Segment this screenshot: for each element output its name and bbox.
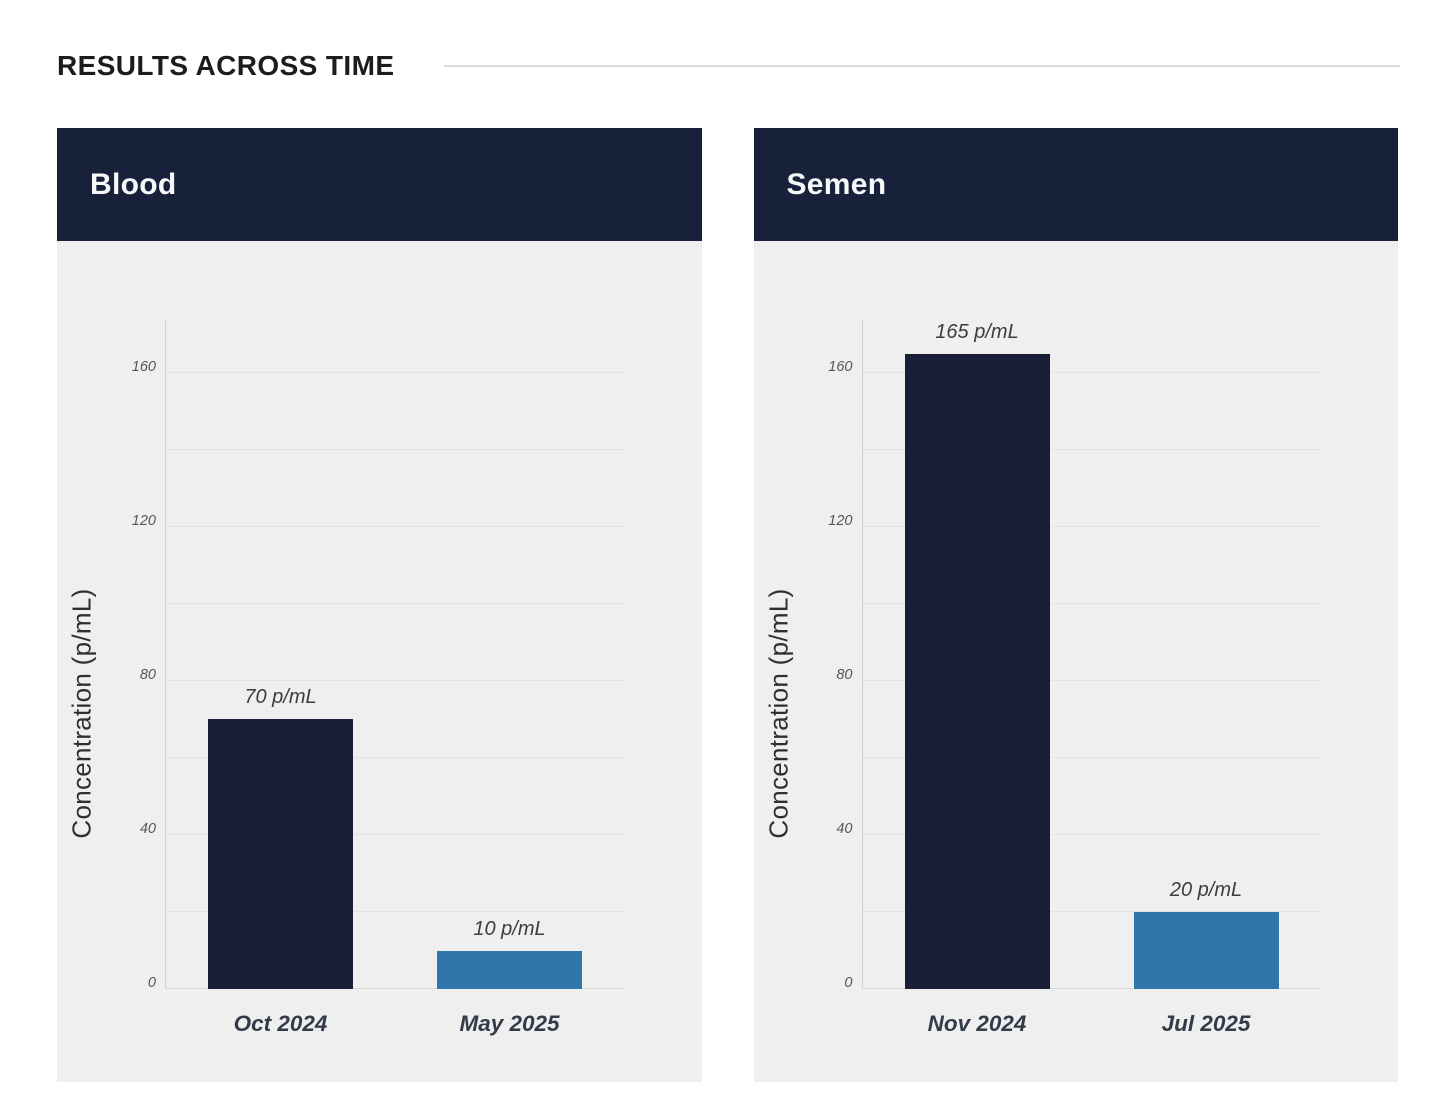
bar-value-label: 10 p/mL bbox=[473, 917, 546, 940]
gridline-40 bbox=[166, 833, 624, 835]
x-category-label: May 2025 bbox=[459, 1011, 560, 1036]
y-tick-label: 40 bbox=[139, 820, 156, 837]
title-divider bbox=[444, 65, 1400, 67]
x-category-label: Oct 2024 bbox=[233, 1011, 328, 1036]
gridline-20 bbox=[862, 911, 1321, 912]
bar-jul-2025 bbox=[1133, 912, 1279, 989]
gridline-160 bbox=[166, 371, 624, 373]
y-tick-label: 160 bbox=[828, 358, 853, 375]
gridline-60 bbox=[166, 756, 624, 758]
y-tick-label: 40 bbox=[836, 820, 853, 837]
y-tick-label: 80 bbox=[139, 666, 156, 683]
y-tick-label: 160 bbox=[131, 358, 156, 375]
page-title: RESULTS ACROSS TIME bbox=[57, 50, 395, 81]
x-axis-line bbox=[165, 988, 624, 989]
y-axis-title: Concentration (p/mL) bbox=[66, 588, 97, 839]
gridline-100 bbox=[862, 602, 1321, 604]
page-header: RESULTS ACROSS TIME bbox=[0, 0, 1440, 82]
y-tick-label: 80 bbox=[836, 666, 853, 683]
gridline-160 bbox=[862, 371, 1321, 373]
gridline-120 bbox=[862, 525, 1321, 527]
bar-value-label: 20 p/mL bbox=[1169, 879, 1243, 901]
gridline-80 bbox=[166, 679, 624, 681]
y-tick-label: 120 bbox=[828, 512, 853, 529]
bar-value-label: 165 p/mL bbox=[935, 320, 1019, 343]
panel-semen: Semen Concentration (p/mL) 0 40 80 120 160 16… bbox=[753, 128, 1398, 1082]
panel-semen-header: Semen bbox=[753, 128, 1398, 241]
gridline-120 bbox=[166, 525, 624, 527]
panel-semen-title: Semen bbox=[786, 167, 887, 201]
x-axis-line bbox=[861, 988, 1321, 989]
panel-blood-title: Blood bbox=[90, 167, 177, 201]
gridline-40 bbox=[862, 833, 1321, 835]
panel-blood-header: Blood bbox=[57, 128, 702, 241]
y-axis-title: Concentration (p/mL) bbox=[763, 588, 793, 839]
gridline-140 bbox=[166, 448, 624, 450]
bar-may-2025 bbox=[437, 950, 582, 989]
bar-chart-blood: 0 40 80 120 160 70 p/mL Oct 2024 10 p/mL May 202… bbox=[132, 319, 624, 1036]
x-category-label: Jul 2025 bbox=[1161, 1011, 1251, 1036]
x-category-label: Nov 2024 bbox=[927, 1011, 1027, 1036]
bar-chart-semen: 0 40 80 120 160 165 p/mL Nov 2024 20 p/mL Jul 20… bbox=[828, 319, 1321, 1036]
gridline-100 bbox=[166, 602, 624, 604]
panel-semen-chart-area: Concentration (p/mL) 0 40 80 120 160 165 p/mL… bbox=[753, 241, 1398, 1082]
y-tick-label: 0 bbox=[844, 975, 853, 991]
y-tick-label: 120 bbox=[131, 512, 156, 529]
gridline-80 bbox=[862, 679, 1321, 681]
panel-blood-chart-area: Concentration (p/mL) 0 40 80 120 160 70 p/mL O… bbox=[57, 241, 702, 1082]
panel-blood: Blood Concentration (p/mL) 0 40 80 120 160 70… bbox=[57, 128, 702, 1082]
gridline-20 bbox=[166, 911, 624, 912]
gridline-60 bbox=[862, 756, 1321, 758]
bar-nov-2024 bbox=[904, 353, 1050, 989]
chart-panels: Blood Concentration (p/mL) 0 40 80 120 160 70… bbox=[57, 128, 1398, 1082]
bar-oct-2024 bbox=[208, 719, 353, 989]
bar-value-label: 70 p/mL bbox=[244, 686, 317, 709]
gridline-140 bbox=[862, 448, 1321, 450]
y-tick-label: 0 bbox=[147, 975, 156, 991]
